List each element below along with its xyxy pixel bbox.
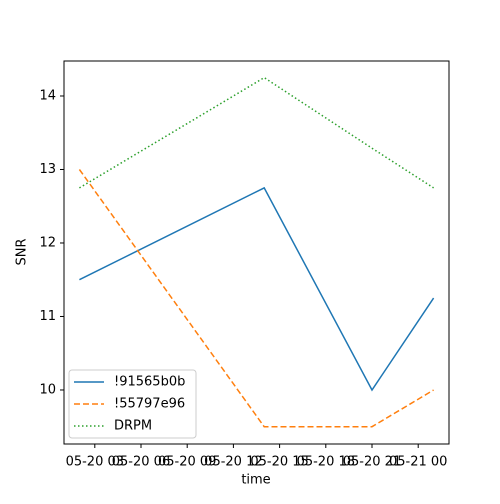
y-tick-label: 11 (39, 309, 56, 324)
series-line (78, 169, 434, 428)
legend-label: DRPM (114, 419, 152, 434)
legend-label: !91565b0b (114, 375, 185, 390)
x-tick-label: 05-20 09 (158, 455, 216, 470)
plot-frame (63, 60, 450, 445)
legend-label: !55797e96 (114, 397, 185, 412)
y-tick-label: 14 (39, 88, 56, 103)
y-tick-label: 10 (39, 382, 56, 397)
x-tick-label: 05-20 06 (112, 455, 170, 470)
x-tick-label: 05-20 21 (343, 455, 401, 470)
y-axis-label: SNR (15, 238, 30, 265)
x-axis-label: time (241, 473, 270, 488)
x-tick-label: 05-20 18 (297, 455, 355, 470)
y-tick-label: 13 (39, 162, 56, 177)
x-tick-label: 05-20 12 (204, 455, 262, 470)
x-tick-label: 05-21 00 (389, 455, 447, 470)
legend-box (68, 369, 197, 439)
x-tick-label: 05-20 03 (66, 455, 124, 470)
y-tick-label: 12 (39, 235, 56, 250)
series-line (79, 76, 435, 189)
series-line (79, 186, 435, 392)
x-tick-label: 05-20 15 (250, 455, 308, 470)
